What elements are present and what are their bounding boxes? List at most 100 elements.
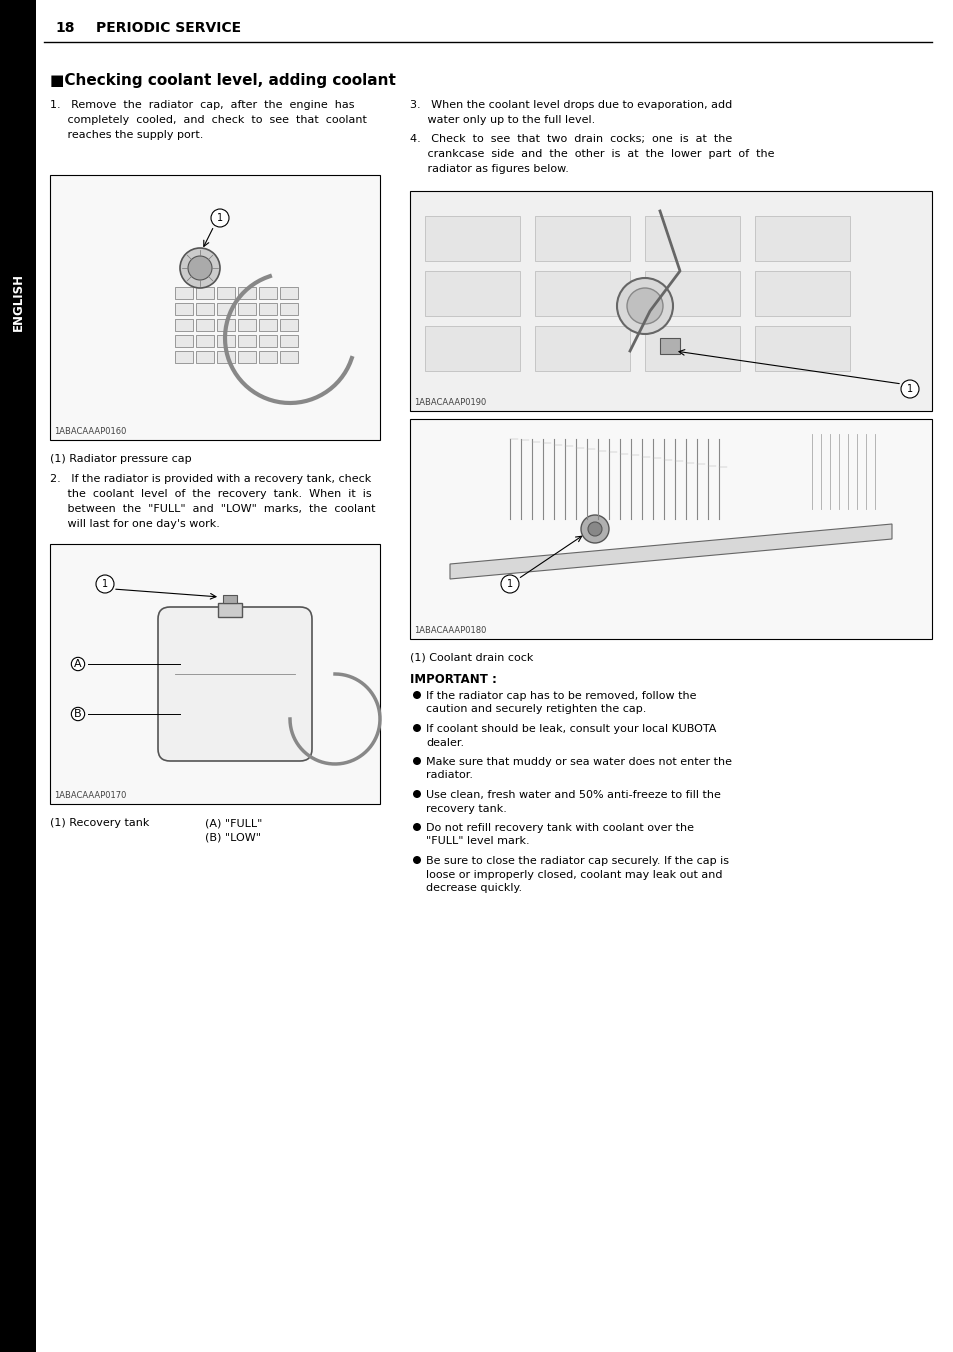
Text: Use clean, fresh water and 50% anti-freeze to fill the: Use clean, fresh water and 50% anti-free… [426,790,720,800]
Text: decrease quickly.: decrease quickly. [426,883,521,894]
Text: B: B [74,708,82,719]
Text: "FULL" level mark.: "FULL" level mark. [426,837,529,846]
Text: Be sure to close the radiator cap securely. If the cap is: Be sure to close the radiator cap secure… [426,856,728,867]
Bar [237,303,255,315]
Bar [216,287,234,299]
Polygon shape [450,525,891,579]
Bar [216,319,234,331]
Text: PERIODIC SERVICE: PERIODIC SERVICE [96,22,241,35]
Bar [280,287,297,299]
Text: 1.   Remove  the  radiator  cap,  after  the  engine  has: 1. Remove the radiator cap, after the en… [50,100,355,110]
Text: A: A [74,658,82,669]
Circle shape [413,691,420,699]
Bar [174,319,193,331]
Circle shape [580,515,608,544]
Bar [754,326,849,370]
Circle shape [587,522,601,535]
Bar [424,326,519,370]
Bar [258,335,276,347]
Bar [535,270,629,316]
Bar [280,352,297,362]
Bar [174,335,193,347]
Text: radiator.: radiator. [426,771,473,780]
Text: 3.   When the coolant level drops due to evaporation, add: 3. When the coolant level drops due to e… [410,100,732,110]
Text: recovery tank.: recovery tank. [426,803,506,814]
Bar [644,216,740,261]
Bar [535,326,629,370]
Bar [195,352,213,362]
Bar [237,287,255,299]
Bar [424,216,519,261]
Bar [216,303,234,315]
Text: Do not refill recovery tank with coolant over the: Do not refill recovery tank with coolant… [426,823,693,833]
Text: the  coolant  level  of  the  recovery  tank.  When  it  is: the coolant level of the recovery tank. … [50,489,372,499]
Bar [258,303,276,315]
Bar [195,319,213,331]
Bar [50,544,379,804]
Bar [644,270,740,316]
Bar [174,287,193,299]
FancyBboxPatch shape [158,607,312,761]
Circle shape [413,790,420,798]
Text: will last for one day's work.: will last for one day's work. [50,519,219,529]
Text: between  the  "FULL"  and  "LOW"  marks,  the  coolant: between the "FULL" and "LOW" marks, the … [50,504,375,514]
Text: (1) Coolant drain cock: (1) Coolant drain cock [410,653,533,662]
Bar [754,270,849,316]
Circle shape [500,575,518,594]
Circle shape [626,288,662,324]
Bar [0,0,36,1352]
Text: reaches the supply port.: reaches the supply port. [50,130,203,141]
Bar [280,319,297,331]
Bar [280,303,297,315]
Bar [237,335,255,347]
Text: (A) "FULL": (A) "FULL" [205,818,262,827]
Bar [218,603,242,617]
Bar [258,319,276,331]
Circle shape [211,210,229,227]
Bar [174,352,193,362]
Circle shape [900,380,918,397]
Text: 2.   If the radiator is provided with a recovery tank, check: 2. If the radiator is provided with a re… [50,475,371,484]
Bar [216,352,234,362]
Circle shape [617,279,672,334]
Bar [216,335,234,347]
Bar [223,595,236,603]
Bar [195,335,213,347]
Text: crankcase  side  and  the  other  is  at  the  lower  part  of  the: crankcase side and the other is at the l… [410,149,774,160]
Bar [258,352,276,362]
Text: 18: 18 [55,22,74,35]
Text: 1ABACAAAP0190: 1ABACAAAP0190 [414,397,486,407]
Circle shape [413,823,420,831]
Bar [410,191,931,411]
Bar [754,216,849,261]
Bar [280,335,297,347]
Text: If coolant should be leak, consult your local KUBOTA: If coolant should be leak, consult your … [426,725,716,734]
Circle shape [96,575,113,594]
Text: (1) Radiator pressure cap: (1) Radiator pressure cap [50,454,192,464]
Bar [535,216,629,261]
Bar [50,174,379,439]
Bar [644,326,740,370]
Text: 4.   Check  to  see  that  two  drain  cocks;  one  is  at  the: 4. Check to see that two drain cocks; on… [410,134,732,145]
Text: (B) "LOW": (B) "LOW" [205,833,261,844]
Circle shape [180,247,220,288]
Circle shape [413,725,420,731]
Text: (1) Recovery tank: (1) Recovery tank [50,818,150,827]
Text: 1ABACAAAP0160: 1ABACAAAP0160 [54,427,126,435]
Text: dealer.: dealer. [426,737,464,748]
Bar [195,287,213,299]
Text: ENGLISH: ENGLISH [11,273,25,331]
Text: Make sure that muddy or sea water does not enter the: Make sure that muddy or sea water does n… [426,757,731,767]
Circle shape [413,856,420,864]
Text: IMPORTANT :: IMPORTANT : [410,673,497,685]
Text: 1: 1 [906,384,912,393]
Text: 1: 1 [506,579,513,589]
Bar [174,303,193,315]
Circle shape [413,757,420,765]
Text: caution and securely retighten the cap.: caution and securely retighten the cap. [426,704,646,714]
Text: water only up to the full level.: water only up to the full level. [410,115,595,124]
Circle shape [188,256,212,280]
Text: completely  cooled,  and  check  to  see  that  coolant: completely cooled, and check to see that… [50,115,367,124]
Bar [237,319,255,331]
Bar [237,352,255,362]
